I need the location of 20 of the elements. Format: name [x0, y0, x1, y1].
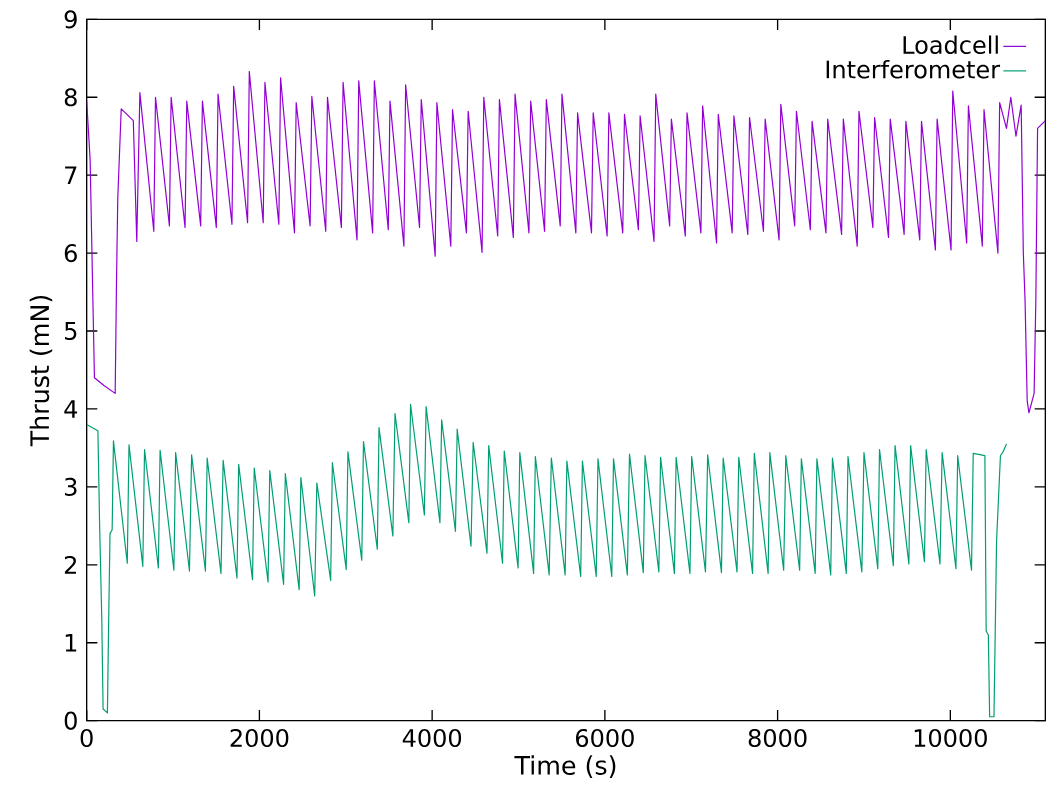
y-tick-label: 2: [64, 556, 76, 574]
x-tick-label: 10000: [914, 729, 987, 748]
legend-label: Interferometer: [826, 60, 1001, 79]
x-tick-label: 2000: [230, 729, 289, 748]
legend-label: Loadcell: [903, 35, 998, 55]
y-tick-label: 8: [64, 88, 77, 107]
y-axis-title: Thrust (mN): [29, 296, 53, 447]
y-tick-label: 4: [64, 400, 78, 418]
y-tick-label: 9: [64, 10, 77, 29]
x-tick-label: 0: [80, 729, 93, 748]
y-tick-label: 0: [64, 711, 77, 730]
x-axis-title: Time (s): [514, 755, 616, 779]
x-tick-label: 4000: [402, 729, 462, 748]
x-tick-label: 8000: [748, 729, 807, 748]
y-tick-label: 7: [65, 166, 77, 185]
y-tick-label: 5: [65, 322, 77, 341]
y-tick-label: 3: [64, 477, 77, 497]
y-tick-label: 1: [65, 634, 77, 652]
y-tick-label: 6: [64, 244, 77, 263]
x-tick-label: 6000: [576, 729, 634, 748]
